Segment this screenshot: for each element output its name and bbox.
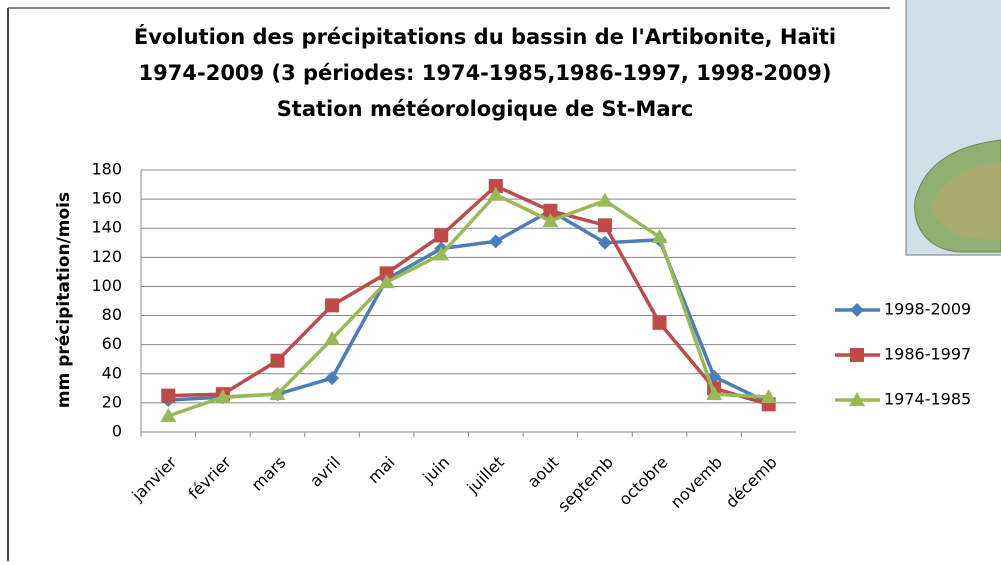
- y-tick-label: 100: [91, 276, 122, 295]
- data-point: [325, 371, 339, 385]
- data-point: [434, 229, 448, 243]
- x-tick-label: février: [184, 452, 235, 503]
- x-tick-label: janvier: [127, 452, 180, 505]
- legend-marker: [850, 303, 864, 317]
- x-tick-label: avril: [306, 453, 344, 491]
- legend-label: 1974-1985: [884, 390, 971, 409]
- y-tick-label: 180: [91, 160, 122, 179]
- x-tick-label: septemb: [554, 453, 617, 516]
- data-point: [598, 218, 612, 232]
- data-point: [270, 354, 284, 368]
- y-tick-label: 60: [102, 334, 122, 353]
- data-point: [652, 229, 668, 243]
- y-tick-label: 120: [91, 247, 122, 266]
- x-tick-label: mai: [364, 453, 399, 488]
- x-tick-label: octobre: [615, 453, 671, 509]
- chart-title: Évolution des précipitations du bassin d…: [134, 24, 836, 49]
- x-tick-label: aout: [523, 453, 562, 492]
- data-point: [653, 316, 667, 330]
- y-axis-label: mm précipitation/mois: [54, 192, 74, 408]
- y-tick-label: 0: [112, 422, 122, 441]
- y-tick-label: 160: [91, 189, 122, 208]
- x-tick-label: décemb: [722, 453, 781, 512]
- y-tick-label: 80: [102, 305, 122, 324]
- x-tick-label: juin: [418, 453, 453, 488]
- x-tick-label: novemb: [667, 453, 726, 512]
- data-point: [489, 234, 503, 248]
- legend-label: 1998-2009: [884, 300, 971, 319]
- x-tick-label: mars: [248, 453, 290, 495]
- chart-title: Station météorologique de St-Marc: [277, 97, 694, 121]
- legend-marker: [850, 348, 864, 362]
- screenshot: Évolution des précipitations du bassin d…: [0, 0, 1001, 561]
- x-tick-label: juillet: [463, 453, 508, 498]
- data-point: [161, 389, 175, 403]
- y-tick-label: 140: [91, 218, 122, 237]
- map-thumbnail: [906, 0, 1001, 255]
- y-tick-label: 40: [102, 363, 122, 382]
- y-tick-label: 20: [102, 392, 122, 411]
- data-point: [325, 298, 339, 312]
- chart-title: 1974-2009 (3 périodes: 1974-1985,1986-19…: [139, 61, 832, 85]
- legend-label: 1986-1997: [884, 345, 971, 364]
